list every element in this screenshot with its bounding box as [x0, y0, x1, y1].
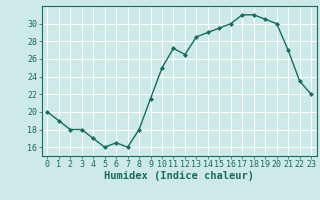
X-axis label: Humidex (Indice chaleur): Humidex (Indice chaleur) — [104, 171, 254, 181]
